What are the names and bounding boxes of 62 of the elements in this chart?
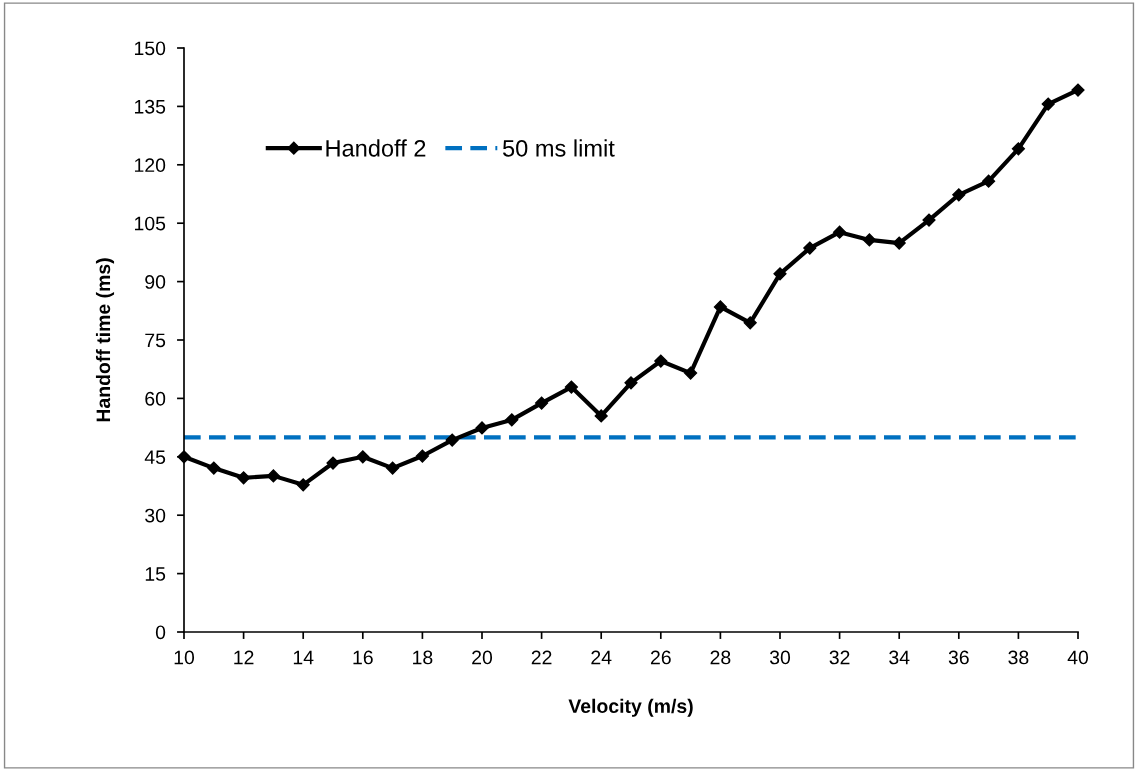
- y-tick-label: 90: [145, 275, 166, 289]
- point: [803, 241, 817, 255]
- legend-label: 50 ms limit: [502, 139, 615, 157]
- point: [475, 421, 489, 435]
- y-tick-label: 135: [134, 99, 166, 114]
- point: [743, 316, 757, 330]
- point: [922, 213, 936, 227]
- point: [1011, 142, 1025, 156]
- point: [207, 461, 221, 475]
- point: [415, 449, 429, 463]
- x-tick-label: 32: [829, 650, 850, 665]
- point: [177, 450, 191, 464]
- y-tick-label: 15: [145, 567, 166, 581]
- x-tick-label: 36: [948, 650, 969, 665]
- point: [564, 380, 578, 394]
- y-tick-label: 150: [134, 41, 166, 56]
- point: [326, 456, 340, 470]
- point: [862, 233, 876, 247]
- x-tick-label: 12: [234, 650, 254, 665]
- point: [624, 376, 638, 390]
- point: [386, 461, 400, 475]
- point: [356, 450, 370, 464]
- y-tick-label: 105: [134, 216, 166, 231]
- legend-label: Handoff 2: [326, 139, 426, 157]
- x-tick-label: 40: [1067, 650, 1089, 665]
- y-tick-label: 0: [155, 625, 166, 640]
- point: [833, 225, 847, 239]
- point: [982, 174, 996, 188]
- x-tick-label: 20: [472, 650, 493, 665]
- x-tick-label: 14: [293, 650, 314, 665]
- point: [266, 469, 280, 483]
- x-axis-title: Velocity (m/s): [568, 698, 693, 717]
- point: [773, 267, 787, 281]
- point: [892, 236, 906, 250]
- x-tick-label: 24: [591, 650, 612, 665]
- x-tick-label: 16: [353, 650, 373, 665]
- point: [654, 354, 668, 368]
- point: [296, 478, 310, 492]
- y-tick-label: 45: [144, 450, 166, 465]
- point: [535, 396, 549, 410]
- x-tick-label: 34: [889, 650, 910, 665]
- point: [1071, 83, 1085, 97]
- point: [594, 409, 608, 423]
- point: [445, 433, 459, 447]
- y-axis-title: Handoff time (ms): [95, 258, 115, 422]
- point: [684, 366, 698, 380]
- y-tick-label: 60: [145, 391, 166, 406]
- x-tick-label: 10: [174, 650, 195, 665]
- x-tick-label: 18: [413, 650, 433, 665]
- y-tick-label: 120: [134, 158, 166, 173]
- point: [1041, 97, 1055, 111]
- y-tick-label: 30: [145, 508, 166, 523]
- point: [237, 471, 251, 485]
- x-tick-label: 28: [710, 650, 731, 665]
- point: [952, 188, 966, 202]
- x-tick-label: 26: [650, 650, 671, 665]
- point: [505, 413, 519, 427]
- y-tick-label: 75: [145, 333, 166, 348]
- x-tick-label: 22: [531, 650, 552, 665]
- x-tick-label: 38: [1008, 650, 1029, 665]
- point: [713, 300, 727, 314]
- x-tick-label: 30: [769, 650, 791, 665]
